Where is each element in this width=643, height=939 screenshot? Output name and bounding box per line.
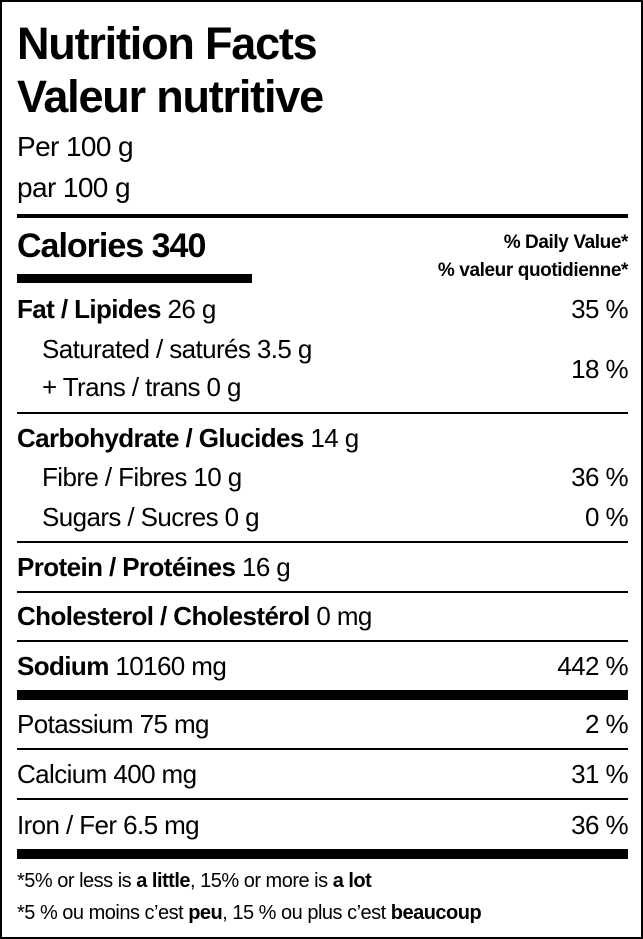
trans-amount: 0 g [206,372,242,402]
calcium-amount: 400 mg [113,759,197,789]
saturated-row: Saturated / saturés 3.5 g [42,333,312,365]
thick-divider [17,690,628,700]
serving-size-fr: par 100 g [17,172,131,203]
calcium-dv: 31 % [571,759,628,789]
fat-amount: 26 g [167,294,217,324]
iron-dv: 36 % [571,810,628,840]
calories: Calories 340 [17,226,207,266]
potassium-dv: 2 % [584,709,629,739]
footnote-bold: beaucoup [390,902,482,924]
sodium-row: Sodium 10160 mg [17,650,227,682]
saturated-trans-dv: 18 % [571,354,628,384]
divider [17,748,628,750]
title-fr: Valeur nutritive [17,71,324,122]
fat-row: Fat / Lipides 26 g [17,293,216,325]
divider [17,640,628,642]
saturated-amount: 3.5 g [256,334,312,364]
divider [17,591,628,593]
fat-dv: 35 % [571,294,628,324]
protein-amount: 16 g [241,552,291,582]
sodium-dv: 442 % [557,651,628,681]
footnote-bold: peu [188,902,223,924]
footnote-fr: *5 % ou moins c’est peu, 15 % ou plus c’… [17,898,482,928]
sodium-amount: 10160 mg [115,651,227,681]
cholesterol-amount: 0 mg [316,601,372,631]
protein-label: Protein / Protéines [17,552,236,582]
calories-underline [17,274,252,283]
carbohydrate-label: Carbohydrate / Glucides [17,423,304,453]
saturated-label: Saturated / saturés [42,334,251,364]
footnote-text: , 15% or more is [190,870,333,892]
fibre-dv: 36 % [571,462,628,492]
carbohydrate-amount: 14 g [310,423,359,453]
potassium-amount: 75 mg [139,709,210,739]
footnote-en: *5% or less is a little, 15% or more is … [17,866,372,896]
divider [17,798,628,800]
carbohydrate-row: Carbohydrate / Glucides 14 g [17,422,359,454]
fibre-label: Fibre / Fibres [42,462,187,492]
serving-size-en: Per 100 g [17,131,134,162]
thick-divider [17,849,628,859]
footnote-text: , 15 % ou plus c’est [222,902,391,924]
potassium-label: Potassium [17,709,134,739]
fat-label: Fat / Lipides [17,294,161,324]
sugars-row: Sugars / Sucres 0 g [42,501,260,533]
footnote-bold: a little [136,870,191,892]
sugars-amount: 0 g [224,502,260,532]
iron-amount: 6.5 mg [123,810,199,840]
divider [17,541,628,543]
calories-value: 340 [151,227,207,265]
divider [17,412,628,414]
cholesterol-label: Cholesterol / Cholestérol [17,601,310,631]
trans-row: + Trans / trans 0 g [42,371,241,403]
sugars-dv: 0 % [584,502,629,532]
daily-value-header-fr: % valeur quotidienne* [437,260,628,281]
protein-row: Protein / Protéines 16 g [17,551,291,583]
fibre-amount: 10 g [193,462,242,492]
potassium-row: Potassium 75 mg [17,708,209,740]
sugars-label: Sugars / Sucres [42,502,219,532]
footnote-bold: a lot [332,870,372,892]
calcium-row: Calcium 400 mg [17,758,197,790]
footnote-text: *5% or less is [17,870,137,892]
iron-label: Iron / Fer [17,810,117,840]
cholesterol-row: Cholesterol / Cholestérol 0 mg [17,600,372,632]
daily-value-header-en: % Daily Value* [503,232,629,253]
sodium-label: Sodium [17,651,109,681]
trans-label: + Trans / trans [42,372,201,402]
footnote-text: *5 % ou moins c’est [17,902,189,924]
calcium-label: Calcium [17,759,107,789]
iron-row: Iron / Fer 6.5 mg [17,809,200,841]
calories-label: Calories [17,227,144,265]
fibre-row: Fibre / Fibres 10 g [42,461,242,493]
title-en: Nutrition Facts [17,18,318,69]
divider [17,214,628,218]
